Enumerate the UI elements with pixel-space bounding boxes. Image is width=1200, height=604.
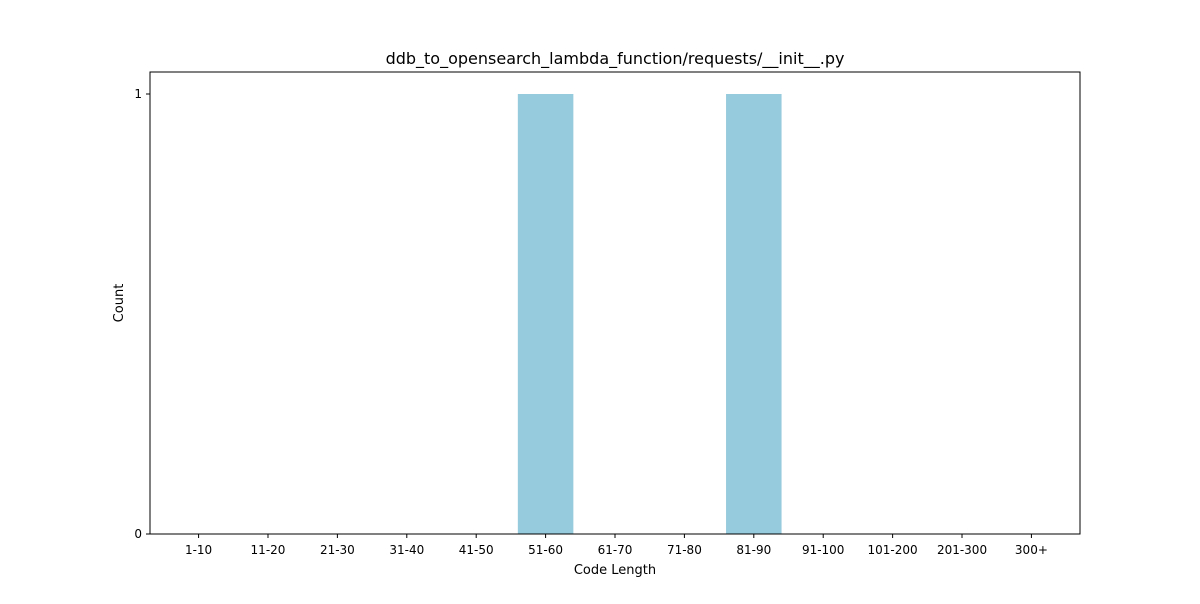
x-tick-label: 61-70 (598, 543, 633, 557)
x-axis-label: Code Length (574, 563, 656, 578)
y-tick-label: 0 (134, 527, 142, 541)
bar-51-60 (517, 94, 574, 534)
x-tick-label: 21-30 (320, 543, 355, 557)
x-tick-label: 101-200 (868, 543, 918, 557)
x-tick-label: 71-80 (667, 543, 702, 557)
x-tick-label: 31-40 (389, 543, 424, 557)
chart-title: ddb_to_opensearch_lambda_function/reques… (386, 49, 845, 69)
x-tick-label: 201-300 (937, 543, 987, 557)
y-axis-label: Count (112, 284, 127, 323)
x-tick-label: 91-100 (802, 543, 845, 557)
x-ticks: 1-10 11-20 21-30 31-40 41-50 51-60 61-70 71-80 8… (185, 534, 1048, 557)
plot-frame (149, 71, 1081, 535)
bar-81-90 (726, 94, 782, 534)
x-tick-label: 81-90 (736, 543, 771, 557)
y-tick-label: 1 (134, 87, 142, 101)
x-tick-label: 41-50 (459, 543, 494, 557)
x-tick-label: 1-10 (185, 543, 212, 557)
bars-layer (517, 94, 782, 534)
x-tick-label: 11-20 (251, 543, 286, 557)
x-tick-label: 300+ (1015, 543, 1048, 557)
x-tick-label: 51-60 (528, 543, 563, 557)
y-ticks: 01 (134, 87, 150, 541)
